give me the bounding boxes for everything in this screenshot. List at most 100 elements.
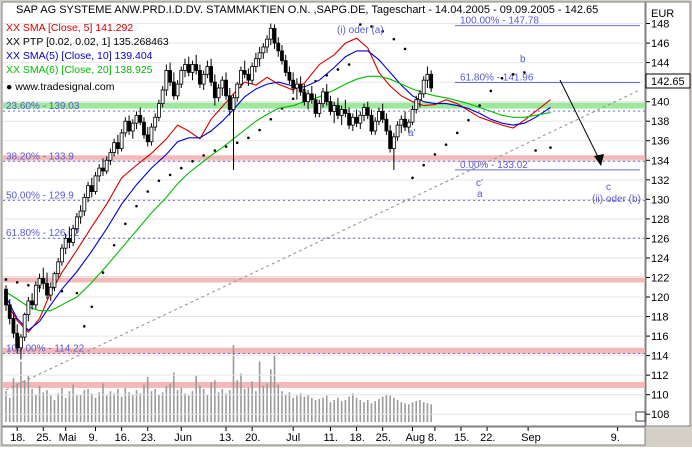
candle-body	[209, 66, 214, 83]
volume-bar	[109, 391, 112, 422]
wave-i-label: (i) oder (a)	[337, 25, 384, 36]
volume-bar	[269, 369, 272, 422]
candle-body	[71, 228, 76, 243]
legend-sma20: XX SMA(6) [Close, 20] 138.925	[6, 64, 153, 76]
fib-label: 100.00% - 147.78	[460, 16, 539, 27]
volume-bar	[352, 393, 354, 422]
candle-body	[425, 73, 430, 81]
fib-label: 38.20% - 133.9	[6, 151, 74, 162]
projection-arrow	[559, 79, 604, 166]
candle-body	[414, 99, 419, 110]
ptp-dot	[336, 68, 340, 71]
volume-bar	[348, 396, 350, 422]
watermark-text: www.tradesignal.com	[14, 81, 114, 93]
volume-bar	[38, 385, 41, 422]
volume-bar	[318, 398, 321, 422]
candle-body	[388, 130, 393, 149]
legend-ptp: XX PTP [0.02, 0.02, 1] 135.268463	[6, 36, 169, 48]
volume-bar	[154, 389, 156, 422]
candle-body	[15, 332, 20, 349]
candle-body	[89, 185, 94, 192]
volume-bar	[143, 384, 145, 422]
volume-bar	[363, 402, 365, 422]
candle-body	[406, 121, 411, 128]
candle-body	[175, 83, 180, 97]
candle-body	[123, 120, 128, 134]
candle-body	[127, 120, 131, 132]
volume-bar	[355, 397, 358, 422]
y-tick-label: 148	[651, 19, 669, 31]
x-tick-label: 18.	[10, 432, 25, 444]
y-tick-label: 138	[651, 116, 669, 128]
wave-annotations: (i) oder (a) b a' c' a c (ii) oder (b)	[337, 25, 641, 205]
indicator-lines	[4, 23, 552, 334]
candle-body	[130, 122, 135, 132]
candle-body	[4, 288, 8, 306]
ptp-dot	[202, 154, 205, 157]
candle-body	[235, 83, 240, 99]
volume-bar	[411, 402, 414, 422]
x-tick-label: 25.	[376, 432, 391, 444]
candle-body	[74, 216, 79, 230]
x-tick-label: 18.	[350, 432, 365, 444]
candle-body	[261, 46, 266, 54]
volume-bar	[337, 397, 339, 422]
ptp-dot	[500, 76, 504, 80]
watermark: ● www.tradesignal.com	[6, 81, 115, 93]
candle-body	[373, 120, 378, 132]
volume-bar	[150, 391, 153, 422]
volume-bar	[366, 400, 369, 422]
resize-grip[interactable]	[635, 411, 646, 422]
volume-bar	[240, 373, 242, 422]
last-price-marker: 142.65	[645, 73, 691, 89]
candle-body	[242, 70, 247, 75]
ptp-dot	[112, 243, 116, 247]
volume-bar	[262, 385, 265, 422]
ptp-dot	[101, 271, 105, 274]
volume-bar	[94, 397, 97, 422]
candle-body	[19, 336, 23, 349]
candle-body	[201, 73, 206, 85]
resize-grip-box[interactable]	[635, 411, 646, 422]
candle-body	[306, 93, 310, 103]
volume-bar	[225, 393, 227, 422]
ptp-dot	[27, 284, 30, 287]
y-tick-label: 146	[651, 38, 669, 50]
candle-body	[63, 238, 68, 249]
volume-bar	[64, 397, 67, 422]
volume-bar	[419, 400, 421, 422]
candle-body	[339, 109, 344, 116]
x-tick-label: Jul	[286, 432, 300, 444]
volume-bar	[61, 387, 63, 422]
volume-bar	[299, 393, 302, 422]
candle-body	[302, 91, 307, 103]
volume-bar	[210, 382, 212, 422]
y-tick-label: 118	[651, 312, 669, 324]
band-1	[3, 155, 645, 162]
volume-bar	[187, 395, 190, 422]
candle-body	[97, 167, 102, 177]
volume-bar	[292, 397, 294, 422]
wave-b-label: b	[520, 54, 526, 65]
ptp-dot	[403, 47, 407, 51]
ptp-dot	[213, 149, 217, 152]
candle-body	[82, 196, 87, 212]
candle-body	[48, 286, 53, 296]
ptp-dot	[157, 179, 161, 183]
volume-bar	[16, 383, 18, 422]
candle-body	[86, 185, 90, 198]
y-tick-label: 124	[651, 253, 669, 265]
date-axis: 18. 25. Mai 9. 16. 23. Jun 13. 20. Jul 11. 18. 25. Au…	[10, 427, 620, 444]
candle-body	[324, 91, 329, 103]
y-tick-label: 114	[651, 351, 669, 363]
volume-bar	[374, 401, 377, 422]
volume-bar	[180, 387, 183, 422]
candle-body	[220, 79, 225, 89]
volume-bar	[243, 389, 246, 422]
candle-body	[149, 126, 154, 143]
candle-body	[280, 50, 284, 62]
volume-bar	[83, 390, 86, 422]
ptp-dot	[124, 222, 127, 226]
candle-body	[26, 300, 31, 316]
candle-body	[317, 103, 322, 114]
